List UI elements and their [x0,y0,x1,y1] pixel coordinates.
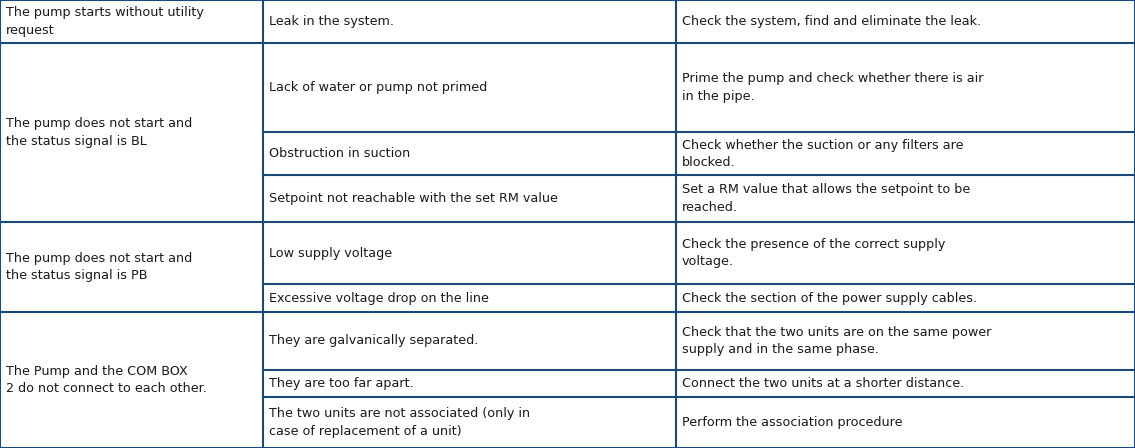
Text: Excessive voltage drop on the line: Excessive voltage drop on the line [269,292,489,305]
Text: Check the system, find and eliminate the leak.: Check the system, find and eliminate the… [682,15,981,28]
Text: Leak in the system.: Leak in the system. [269,15,394,28]
Text: Check the presence of the correct supply
voltage.: Check the presence of the correct supply… [682,238,945,268]
Text: Check whether the suction or any filters are
blocked.: Check whether the suction or any filters… [682,138,964,169]
Text: The Pump and the COM BOX
2 do not connect to each other.: The Pump and the COM BOX 2 do not connec… [6,365,207,395]
Text: They are galvanically separated.: They are galvanically separated. [269,334,478,347]
Text: Prime the pump and check whether there is air
in the pipe.: Prime the pump and check whether there i… [682,73,983,103]
Text: Obstruction in suction: Obstruction in suction [269,147,410,160]
Text: The pump does not start and
the status signal is PB: The pump does not start and the status s… [6,252,192,282]
Text: The pump does not start and
the status signal is BL: The pump does not start and the status s… [6,117,192,148]
Text: Check that the two units are on the same power
supply and in the same phase.: Check that the two units are on the same… [682,326,991,356]
Text: The pump starts without utility
request: The pump starts without utility request [6,6,203,37]
Text: Perform the association procedure: Perform the association procedure [682,416,902,429]
Text: Check the section of the power supply cables.: Check the section of the power supply ca… [682,292,977,305]
Text: Low supply voltage: Low supply voltage [269,247,392,260]
Text: They are too far apart.: They are too far apart. [269,377,413,390]
Text: Connect the two units at a shorter distance.: Connect the two units at a shorter dista… [682,377,965,390]
Text: The two units are not associated (only in
case of replacement of a unit): The two units are not associated (only i… [269,407,530,438]
Text: Lack of water or pump not primed: Lack of water or pump not primed [269,81,487,94]
Text: Set a RM value that allows the setpoint to be
reached.: Set a RM value that allows the setpoint … [682,183,970,214]
Text: Setpoint not reachable with the set RM value: Setpoint not reachable with the set RM v… [269,192,557,205]
